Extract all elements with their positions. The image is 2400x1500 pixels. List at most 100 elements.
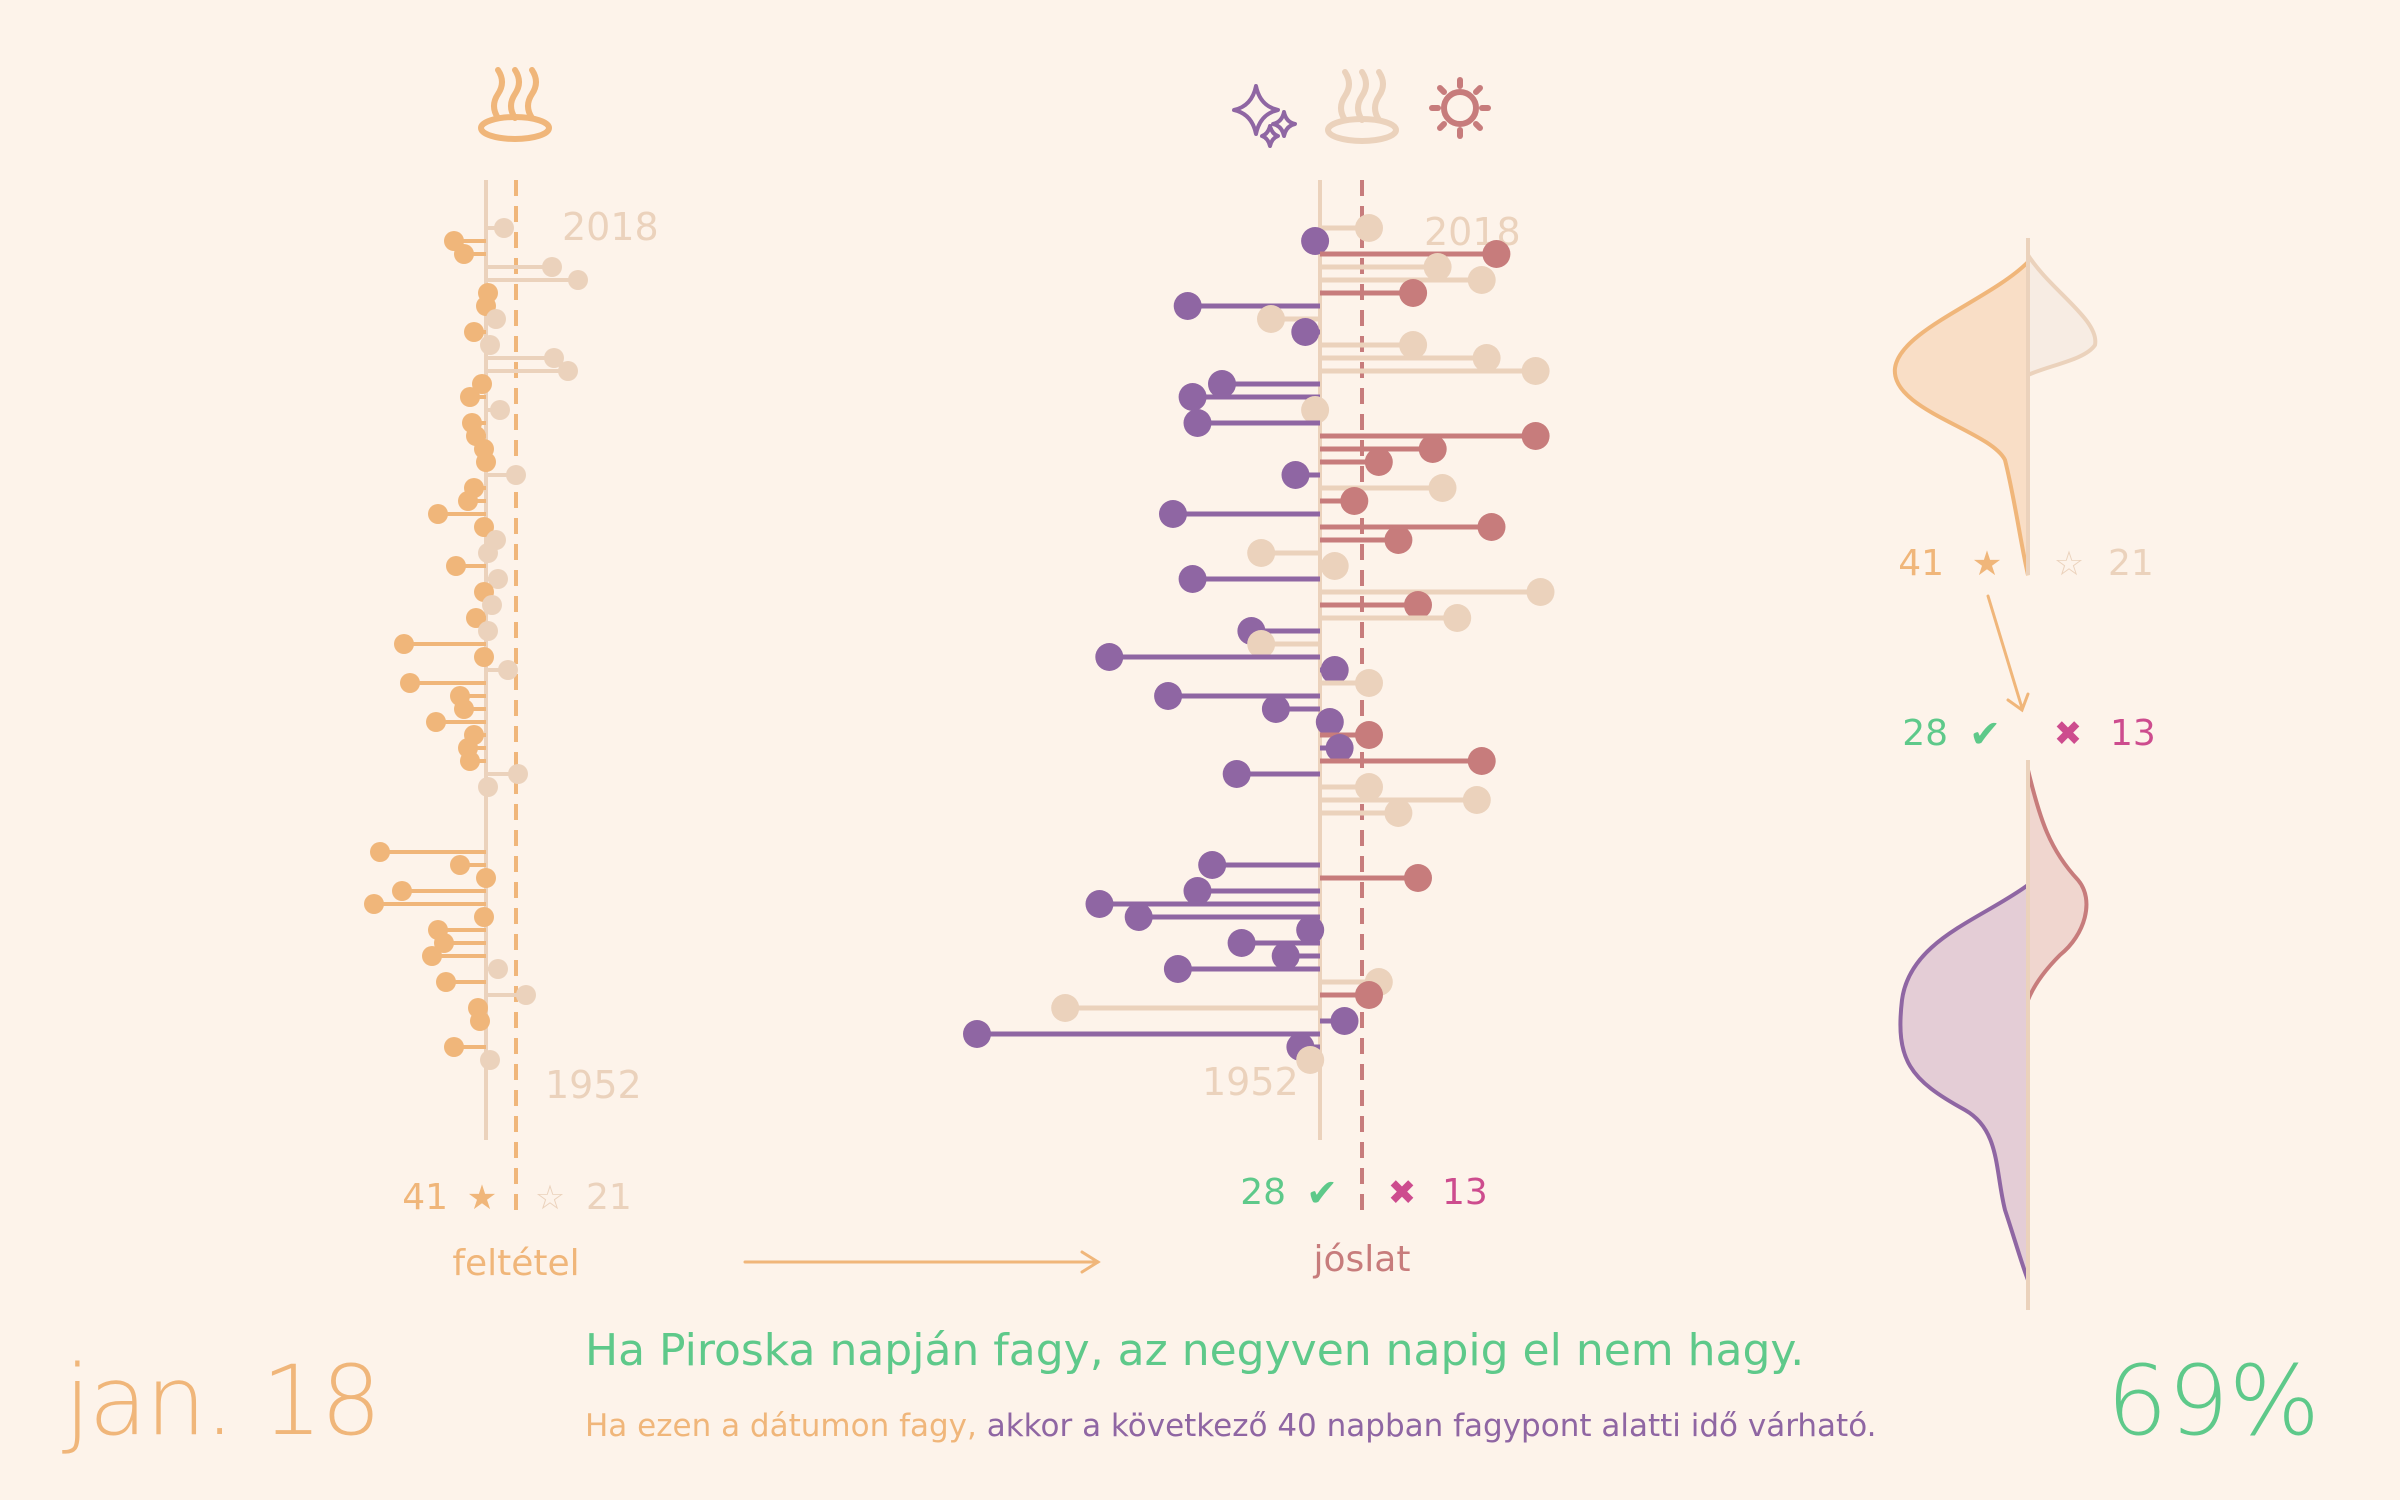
predicted-cold-density	[1898, 881, 2030, 1281]
prediction-point-1975	[1355, 773, 1383, 801]
condition-point-2004	[490, 400, 510, 420]
prediction-label: jóslat	[1313, 1239, 1411, 1280]
prediction-point-2016	[1482, 240, 1511, 268]
distribution-panel: 41 ★ ☆ 21 28 ✔ ✖ 13	[1892, 238, 2156, 1310]
prediction-point-1968	[1404, 864, 1432, 892]
prediction-point-2006	[1208, 370, 1236, 398]
prediction-point-2004	[1301, 396, 1330, 424]
condition-point-1965	[474, 907, 494, 927]
condition-point-1970	[370, 842, 390, 862]
condition-point-1966	[364, 894, 384, 914]
prediction-point-1998	[1428, 474, 1457, 502]
prediction-point-1999	[1281, 461, 1310, 489]
prediction-point-1993	[1247, 539, 1276, 567]
condition-point-1987	[478, 621, 498, 641]
prediction-point-1965	[1124, 903, 1153, 931]
prediction-point-1963	[1227, 929, 1256, 957]
hot-springs-icon	[478, 67, 552, 142]
prediction-point-1990	[1526, 578, 1555, 606]
cross-icon: ✖	[1388, 1173, 1417, 1213]
condition-point-1959	[516, 985, 536, 1005]
prediction-point-2001	[1418, 435, 1447, 463]
prediction-point-2014	[1467, 266, 1496, 294]
prediction-wrong-count: 13	[1442, 1172, 1488, 1213]
prediction-point-1992	[1320, 552, 1349, 580]
prediction-point-1954	[1296, 1046, 1325, 1074]
prediction-point-1973	[1384, 799, 1413, 827]
distribution-arrow	[1986, 594, 2030, 713]
sparkles-icon	[1232, 84, 1297, 148]
condition-point-2005	[460, 387, 480, 407]
prediction-point-1977	[1467, 747, 1496, 775]
condition-star-count: 41	[402, 1177, 448, 1218]
predicted-warm-density	[2026, 769, 2089, 1001]
prediction-point-1956	[963, 1020, 991, 1048]
hot-springs-icon	[1325, 69, 1399, 144]
prediction-point-1976	[1222, 760, 1251, 788]
explanation-text: Ha ezen a dátumon fagy, akkor a következ…	[585, 1408, 1876, 1444]
condition-point-1996	[428, 504, 448, 524]
condition-point-1999	[506, 465, 526, 485]
condition-point-1968	[476, 868, 496, 888]
condition-year-top: 2018	[562, 205, 659, 249]
condition-point-1988	[466, 608, 486, 628]
condition-point-2015	[542, 257, 562, 277]
condition-point-1986	[394, 634, 414, 654]
prediction-point-2003	[1183, 409, 1212, 437]
flow-arrow	[743, 1250, 1101, 1274]
condition-point-2009	[480, 335, 500, 355]
star-empty-icon: ☆	[2054, 544, 2084, 584]
prediction-point-2015	[1423, 253, 1452, 281]
condition-point-2007	[558, 361, 578, 381]
condition-point-1969	[450, 855, 470, 875]
prediction-point-1979	[1355, 721, 1383, 749]
condition-point-2008	[544, 348, 564, 368]
distribution-correct-count: 28	[1902, 713, 1948, 754]
prediction-point-1980	[1315, 708, 1344, 736]
condition-point-1954	[480, 1050, 500, 1070]
prediction-point-2005	[1178, 383, 1207, 411]
date-label: jan. 18	[64, 1345, 382, 1457]
prediction-point-1959	[1355, 981, 1383, 1009]
check-icon: ✔	[1969, 712, 2001, 756]
condition-point-1980	[426, 712, 446, 732]
condition-point-2018	[494, 218, 514, 238]
condition-point-1997	[458, 491, 478, 511]
prediction-point-2012	[1173, 292, 1202, 320]
prediction-year-bottom: 1952	[1202, 1060, 1299, 1104]
prediction-point-1967	[1183, 877, 1212, 905]
condition-point-1995	[474, 517, 494, 537]
prediction-point-2009	[1399, 331, 1428, 359]
condition-point-1984	[498, 660, 518, 680]
condition-point-2016	[454, 244, 474, 264]
condition-point-1957	[470, 1011, 490, 1031]
condition-nonfrost-density	[2026, 248, 2098, 379]
condition-panel: 2018 1952 41 ★ ☆ 21 feltétel	[402, 67, 1101, 1284]
explanation-prediction: akkor a következő 40 napban fagypont ala…	[976, 1408, 1877, 1444]
condition-point-1961	[488, 959, 508, 979]
prediction-point-1974	[1462, 786, 1491, 814]
sun-icon	[1429, 77, 1491, 139]
prediction-point-1989	[1404, 591, 1432, 619]
star-filled-icon: ★	[1972, 544, 2002, 584]
prediction-point-2000	[1364, 448, 1393, 476]
check-icon: ✔	[1306, 1171, 1338, 1215]
condition-point-1960	[436, 972, 456, 992]
condition-year-bottom: 1952	[545, 1063, 642, 1107]
condition-point-2006	[472, 374, 492, 394]
condition-point-1955	[444, 1037, 464, 1057]
prediction-point-1996	[1159, 500, 1187, 528]
proverb-text: Ha Piroska napján fagy, az negyven napig…	[585, 1325, 1805, 1376]
condition-point-1985	[474, 647, 494, 667]
prediction-point-1995	[1477, 513, 1506, 541]
condition-point-2010	[464, 322, 484, 342]
distribution-wrong-count: 13	[2110, 713, 2156, 754]
prediction-point-1994	[1384, 526, 1413, 554]
prediction-point-2010	[1291, 318, 1320, 346]
prediction-correct-count: 28	[1240, 1172, 1286, 1213]
prediction-point-1957	[1330, 1007, 1359, 1035]
prediction-point-1983	[1355, 669, 1383, 697]
prediction-point-1997	[1340, 487, 1369, 515]
prediction-point-1964	[1296, 916, 1325, 944]
condition-point-1992	[446, 556, 466, 576]
